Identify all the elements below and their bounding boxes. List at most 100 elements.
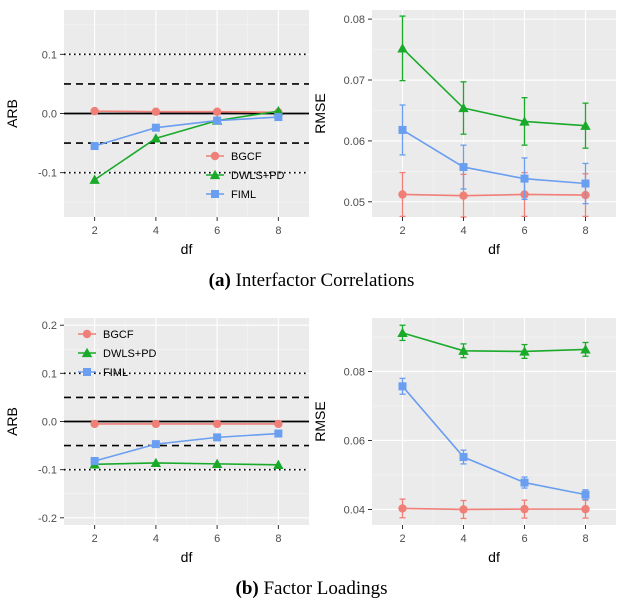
caption-b: (b) Factor Loadings <box>0 578 623 600</box>
chart-b-arb: -0.2 -0.1 0.0 0.1 0.2 2 4 6 8 df ARB BGCF DWLS+PD FIM… <box>4 318 309 565</box>
legend-marker-bgcf <box>210 151 220 161</box>
y-tick-label: 0.06 <box>344 435 365 447</box>
data-point-fiml <box>151 440 160 449</box>
series-line-fiml <box>402 129 586 185</box>
x-tick-label: 2 <box>92 533 98 545</box>
x-axis-label: df <box>488 549 500 565</box>
series-line-fiml <box>94 116 279 147</box>
data-point-bgcf <box>212 107 222 116</box>
data-point-bgcf <box>151 107 161 116</box>
y-tick-label: 0.2 <box>42 320 57 332</box>
data-point-fiml <box>151 123 160 132</box>
data-point-dwlspd <box>150 457 162 468</box>
legend-marker-fiml <box>83 368 91 376</box>
series-line-dwlspd <box>401 47 586 127</box>
y-tick-label: 0.07 <box>344 75 365 87</box>
data-point-dwlspd <box>397 327 408 337</box>
x-tick-label: 6 <box>521 225 527 237</box>
y-tick-label: 0.06 <box>344 136 365 148</box>
data-point-dwlspd <box>458 102 469 113</box>
legend-marker-dwlspd <box>81 347 93 358</box>
data-point-dwlspd <box>580 120 591 130</box>
legend-marker-fiml <box>211 190 219 198</box>
data-point-dwlspd <box>519 346 530 356</box>
caption-b-text: Factor Loadings <box>258 578 388 599</box>
x-axis-label: df <box>181 549 193 565</box>
x-tick-label: 6 <box>214 533 220 545</box>
y-tick-label: -0.1 <box>38 465 57 477</box>
x-axis-label: df <box>181 241 193 257</box>
y-tick-label: 0.0 <box>42 109 57 121</box>
x-tick-label: 4 <box>460 225 466 237</box>
legend-label-dwlspd: DWLS+PD <box>103 348 157 360</box>
y-tick-label: 0.1 <box>42 49 57 61</box>
chart-b-rmse: 0.04 0.06 0.08 2 4 6 8 df RMSE <box>312 318 616 565</box>
legend-label-bgcf: BGCF <box>231 151 262 163</box>
x-tick-label: 4 <box>153 533 159 545</box>
caption-a-label: (a) <box>208 270 231 291</box>
data-point-fiml <box>213 433 222 442</box>
x-axis-label: df <box>488 241 500 257</box>
chart-a-rmse: 0.05 0.06 0.07 0.08 2 4 6 8 df RMSE <box>312 10 616 257</box>
data-point-fiml <box>520 478 529 487</box>
x-tick-label: 4 <box>460 533 466 545</box>
data-point-fiml <box>274 429 283 438</box>
chart-a-arb: -0.1 0.0 0.1 2 4 6 8 df ARB BGCF DWLS+PD FIML <box>4 10 309 257</box>
data-point-dwlspd <box>150 133 162 143</box>
y-tick-label: 0.05 <box>344 197 365 209</box>
data-point-bgcf <box>581 504 590 514</box>
x-tick-label: 8 <box>582 225 588 237</box>
y-axis-label: ARB <box>4 99 20 128</box>
x-tick-label: 6 <box>521 533 527 545</box>
data-point-fiml <box>90 456 99 465</box>
y-tick-label: 0.04 <box>344 504 365 516</box>
legend-label-fiml: FIML <box>103 367 128 379</box>
data-point-bgcf <box>398 190 407 199</box>
data-point-bgcf <box>90 106 99 116</box>
caption-a: (a) Interfactor Correlations <box>0 270 623 292</box>
data-point-dwlspd <box>273 459 284 469</box>
data-point-bgcf <box>212 419 222 429</box>
x-tick-label: 2 <box>399 225 405 237</box>
data-point-fiml <box>581 179 590 188</box>
y-tick-label: 0.08 <box>344 14 365 26</box>
legend: BGCF DWLS+PD FIML <box>206 151 285 201</box>
series-line-fiml <box>94 432 279 462</box>
legend: BGCF DWLS+PD FIML <box>78 329 157 379</box>
data-point-fiml <box>398 382 407 391</box>
y-axis-label: ARB <box>4 407 20 436</box>
legend-label-dwlspd: DWLS+PD <box>231 170 285 182</box>
data-point-fiml <box>213 116 222 125</box>
series-line-dwlspd <box>402 332 586 353</box>
legend-label-bgcf: BGCF <box>103 329 134 341</box>
series-line-bgcf <box>402 193 586 197</box>
series-line-dwlspd <box>94 110 279 181</box>
series-line-bgcf <box>402 507 586 511</box>
y-tick-label: 0.0 <box>42 417 57 429</box>
data-point-bgcf <box>90 419 99 429</box>
y-tick-label: 0.1 <box>42 368 57 380</box>
x-tick-label: 2 <box>92 225 98 237</box>
data-point-dwlspd <box>273 105 284 116</box>
data-point-dwlspd <box>580 344 591 354</box>
data-point-bgcf <box>520 504 529 514</box>
x-tick-label: 4 <box>153 225 159 237</box>
data-point-dwlspd <box>458 345 469 355</box>
data-point-fiml <box>398 125 407 134</box>
legend-marker-dwlspd <box>209 169 221 180</box>
y-tick-label: -0.1 <box>38 168 57 180</box>
series-line-bgcf <box>94 110 279 114</box>
x-tick-label: 8 <box>275 225 281 237</box>
series-line-fiml <box>401 385 586 496</box>
y-tick-label: 0.08 <box>344 366 365 378</box>
data-point-fiml <box>90 142 99 151</box>
y-tick-label: -0.2 <box>38 513 57 525</box>
data-point-bgcf <box>274 419 283 429</box>
x-tick-label: 2 <box>399 533 405 545</box>
data-point-dwlspd <box>211 458 223 469</box>
data-point-fiml <box>274 113 283 122</box>
data-point-dwlspd <box>519 116 530 126</box>
data-point-fiml <box>581 490 590 499</box>
x-tick-label: 8 <box>582 533 588 545</box>
